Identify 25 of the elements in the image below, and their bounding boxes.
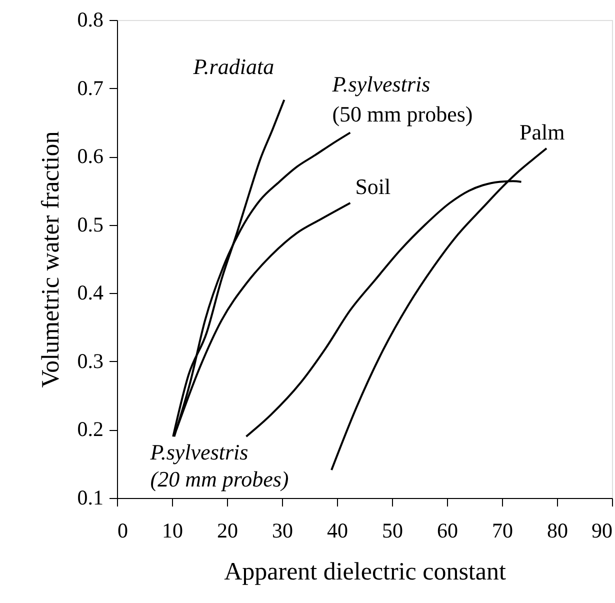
x-tick-label: 90 [592,518,612,542]
y-tick-label: 0.7 [77,76,104,100]
x-tick-label: 10 [162,518,183,542]
y-tick-label: 0.8 [77,8,104,32]
x-tick-label: 0 [118,518,128,542]
series-label: P.sylvestris (20 mm probes) [149,440,289,492]
x-tick-label: 20 [217,518,238,542]
y-tick-label: 0.3 [77,348,104,373]
series-label: P.sylvestris (50 mm probes) [331,72,473,127]
series-label: Soil [355,174,391,200]
x-tick-label: 30 [272,518,293,542]
x-tick-label: 80 [547,518,568,542]
x-axis-title: Apparent dielectric constant [224,558,506,586]
x-tick-label: 60 [437,518,458,542]
x-tick-label: 70 [492,518,513,542]
y-tick-label: 0.1 [77,486,104,510]
y-tick-label: 0.4 [77,280,104,305]
y-axis-title: Volumetric water fraction [37,130,64,388]
series-label: P.radiata [192,54,274,79]
y-tick-label: 0.5 [77,212,104,236]
y-tick-label: 0.6 [77,144,104,168]
series-label: Palm [520,119,565,144]
x-tick-label: 40 [327,518,348,542]
y-tick-label: 0.2 [77,417,104,442]
x-tick-label: 50 [382,518,403,542]
